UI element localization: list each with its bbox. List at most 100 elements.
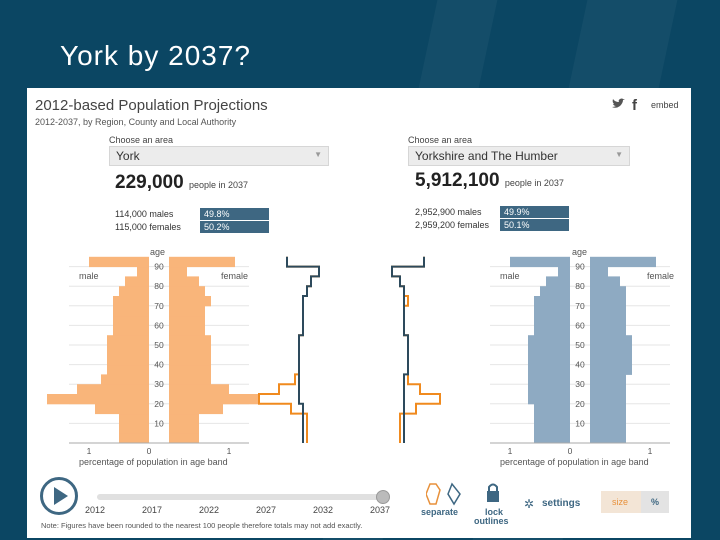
region-female-outline (391, 256, 425, 443)
area-select-left[interactable]: York ▼ (109, 146, 329, 166)
female-bar (169, 305, 205, 317)
female-bar (169, 423, 199, 434)
x-tick-label: 1 (227, 446, 232, 456)
female-bar (590, 384, 626, 395)
male-bar (107, 364, 149, 375)
percent-toggle-label: % (651, 497, 660, 507)
play-icon (54, 487, 68, 505)
male-bar (528, 374, 570, 385)
age-tick-label: 30 (154, 379, 164, 389)
separate-label[interactable]: separate (421, 507, 459, 517)
gear-icon[interactable]: ✲ (524, 497, 535, 511)
male-bar (534, 315, 570, 326)
male-bar (528, 364, 570, 375)
female-bar (590, 403, 626, 415)
timeline-year-label[interactable]: 2027 (256, 505, 277, 515)
female-bar (169, 276, 199, 287)
female-bar (169, 286, 205, 297)
timeline-year-label[interactable]: 2032 (313, 505, 334, 515)
age-tick-label: 10 (154, 418, 164, 428)
female-bar (590, 335, 632, 346)
chevron-down-icon: ▼ (314, 150, 322, 159)
lock-label[interactable]: lock (485, 507, 504, 517)
female-bar (169, 354, 211, 366)
right-population-total: 5,912,100 people in 2037 (415, 170, 564, 191)
timeline-year-label[interactable]: 2022 (199, 505, 220, 515)
female-bar (590, 256, 656, 268)
female-bar (169, 315, 205, 326)
age-axis-label: age (150, 247, 166, 257)
female-bar (590, 325, 626, 336)
male-bar (107, 354, 149, 366)
female-bar (169, 296, 211, 307)
female-bar (169, 384, 229, 395)
timeline-handle[interactable] (376, 490, 390, 504)
right-females-count: 2,959,200 females (415, 220, 490, 230)
age-tick-label: 80 (575, 281, 585, 291)
timeline-year-label[interactable]: 2037 (370, 505, 391, 515)
male-bar (528, 335, 570, 346)
app-title: 2012-based Population Projections (35, 97, 268, 114)
choose-area-label: Choose an area (109, 135, 174, 145)
population-app: 2012-based Population Projections 2012-2… (27, 88, 691, 538)
female-bar (169, 325, 205, 336)
play-button[interactable] (40, 477, 78, 515)
female-bar (590, 276, 620, 287)
male-bar (119, 413, 149, 424)
chevron-down-icon: ▼ (615, 150, 623, 159)
female-bar (590, 315, 626, 326)
male-bar (119, 286, 149, 297)
age-tick-label: 70 (575, 301, 585, 311)
male-bar (534, 403, 570, 415)
female-bar (590, 296, 626, 307)
female-bar (169, 335, 211, 346)
male-bar (534, 433, 570, 444)
male-bar (540, 286, 570, 297)
female-bar (169, 374, 211, 385)
female-bar (590, 394, 626, 405)
separate-icon[interactable] (425, 482, 464, 511)
age-axis-label: age (572, 247, 588, 257)
left-female-pct: 50.2% (200, 221, 269, 233)
female-label: female (221, 271, 249, 281)
x-tick-label: 1 (648, 446, 653, 456)
age-tick-label: 50 (154, 340, 164, 350)
male-bar (113, 315, 149, 326)
female-bar (169, 345, 211, 356)
size-toggle[interactable]: size (601, 491, 641, 513)
percent-toggle[interactable]: % (641, 491, 669, 513)
right-female-pct: 50.1% (500, 219, 569, 231)
male-bar (101, 374, 149, 385)
app-subtitle: 2012-2037, by Region, County and Local A… (35, 117, 237, 127)
timeline-track[interactable] (97, 494, 383, 500)
x-tick-label: 0 (147, 446, 152, 456)
female-bar (590, 374, 626, 385)
age-tick-label: 20 (154, 399, 164, 409)
female-bar (590, 286, 626, 297)
female-bar (590, 266, 608, 277)
settings-button[interactable]: settings (542, 498, 581, 509)
male-bar (113, 305, 149, 317)
male-bar (113, 296, 149, 307)
female-bar (590, 364, 632, 375)
male-bar (119, 433, 149, 444)
lock-icon[interactable] (485, 482, 501, 509)
female-bar (169, 256, 235, 268)
female-label: female (647, 271, 675, 281)
embed-link[interactable]: embed (651, 100, 679, 110)
left-females-count: 115,000 females (115, 222, 181, 232)
male-label: male (500, 271, 520, 281)
female-bar (590, 354, 632, 366)
area-select-right[interactable]: Yorkshire and The Humber ▼ (408, 146, 630, 166)
age-tick-label: 40 (575, 360, 585, 370)
age-tick-label: 60 (154, 320, 164, 330)
right-males-count: 2,952,900 males (415, 207, 482, 217)
timeline-year-label[interactable]: 2012 (85, 505, 106, 515)
timeline-year-label[interactable]: 2017 (142, 505, 163, 515)
twitter-icon[interactable] (611, 98, 625, 113)
x-axis-label: percentage of population in age band (500, 457, 649, 467)
facebook-icon[interactable]: f (632, 97, 637, 114)
outlines-label[interactable]: outlines (474, 516, 509, 526)
choose-area-label: Choose an area (408, 135, 473, 145)
